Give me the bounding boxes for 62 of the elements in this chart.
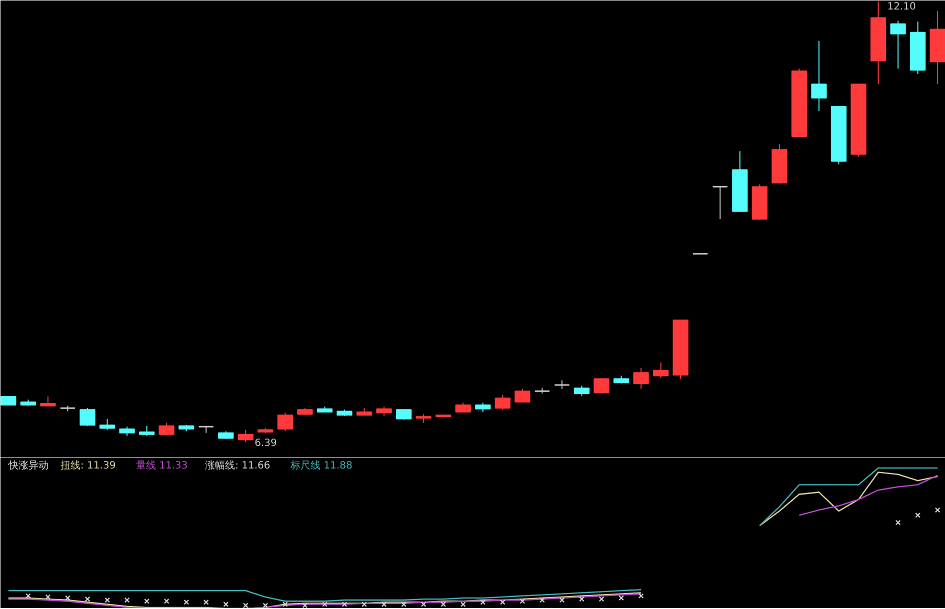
- point: [440, 602, 446, 608]
- point: [638, 593, 644, 599]
- candlestick: [594, 378, 610, 394]
- point: [223, 602, 229, 608]
- annotation: 6.39: [254, 438, 277, 450]
- point: [184, 599, 190, 605]
- point: [322, 602, 328, 608]
- candlestick: [158, 422, 174, 436]
- point: [895, 520, 901, 526]
- candlestick: [238, 429, 254, 443]
- candlestick: [138, 425, 155, 436]
- candlestick: [633, 368, 649, 390]
- candlestick: [475, 402, 491, 412]
- point: [45, 594, 51, 600]
- point: [362, 602, 367, 608]
- point: [559, 597, 565, 603]
- point: [164, 598, 170, 604]
- candlestick: [80, 408, 96, 426]
- point: [64, 595, 70, 601]
- point: [500, 599, 506, 605]
- point: [618, 595, 624, 601]
- candlestick: [890, 20, 906, 70]
- candlestick: [514, 388, 530, 402]
- point: [934, 507, 940, 513]
- candlestick: [99, 418, 116, 430]
- point: [302, 602, 308, 608]
- text: 涨幅线: 11.66: [205, 460, 270, 472]
- point: [460, 602, 466, 608]
- point: [242, 602, 248, 608]
- point: [539, 597, 545, 603]
- point: [84, 596, 90, 602]
- point: [381, 602, 387, 608]
- point: [420, 602, 426, 608]
- candlestick: [494, 394, 510, 410]
- point: [342, 602, 348, 608]
- candlestick: [712, 186, 728, 220]
- chart-title: 快涨异动: [8, 460, 48, 472]
- point: [598, 596, 604, 602]
- point: [915, 512, 921, 518]
- point: [144, 598, 150, 604]
- point: [262, 602, 268, 608]
- point: [124, 597, 130, 603]
- point: [480, 599, 486, 605]
- point: [25, 593, 31, 599]
- candlestick: [119, 426, 135, 436]
- candlestick: [574, 385, 590, 396]
- candlestick: [455, 402, 471, 412]
- candlestick: [40, 396, 56, 406]
- point: [520, 598, 526, 604]
- text: 量线 11.33: [136, 460, 188, 472]
- text: 扭线: 11.39: [60, 460, 116, 472]
- point: [579, 596, 584, 602]
- annotation: 12.10: [887, 2, 916, 13]
- candlestick: [811, 40, 827, 112]
- point: [282, 602, 288, 608]
- point: [104, 597, 110, 603]
- candlestick: [376, 406, 392, 416]
- point: [203, 599, 209, 605]
- text: 标尺线 11.88: [290, 460, 352, 472]
- candlestick: [653, 362, 669, 379]
- candlestick: [277, 412, 293, 432]
- point: [401, 602, 407, 608]
